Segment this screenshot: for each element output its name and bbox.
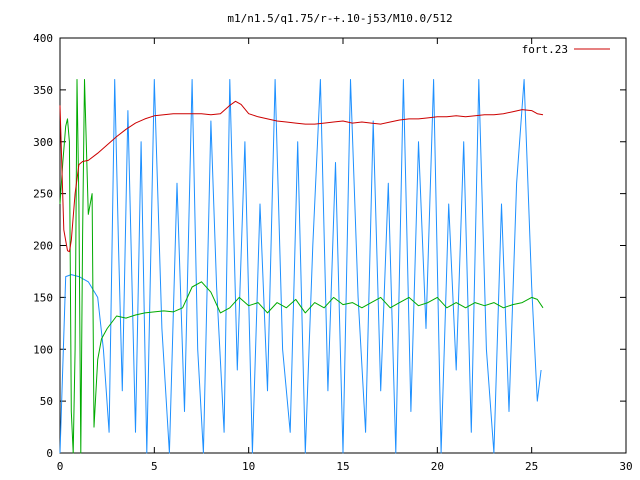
- x-tick-label: 30: [619, 460, 632, 473]
- y-tick-label: 150: [33, 291, 53, 304]
- y-tick-label: 100: [33, 343, 53, 356]
- series-line-0: [59, 100, 544, 253]
- y-tick-label: 400: [33, 32, 53, 45]
- x-tick-label: 5: [151, 460, 158, 473]
- y-tick-label: 0: [46, 447, 53, 460]
- y-tick-label: 50: [40, 395, 53, 408]
- x-tick-label: 0: [57, 460, 64, 473]
- plot-frame: [59, 37, 627, 454]
- legend-label: fort.23: [522, 43, 568, 56]
- x-tick-label: 25: [525, 460, 538, 473]
- y-axis: 0 50 100 150 200 250 300 350 400: [33, 32, 626, 460]
- x-tick-label: 15: [336, 460, 349, 473]
- series-line-1: [59, 79, 544, 454]
- y-tick-label: 200: [33, 240, 53, 253]
- series-layer: [59, 79, 544, 454]
- y-tick-label: 350: [33, 84, 53, 97]
- x-tick-label: 20: [431, 460, 444, 473]
- x-tick-label: 10: [242, 460, 255, 473]
- legend: fort.23: [522, 43, 610, 56]
- y-tick-label: 250: [33, 188, 53, 201]
- chart-title: m1/n1.5/q1.75/r-+.10-j53/M10.0/512: [227, 12, 452, 25]
- series-line-2: [59, 79, 542, 454]
- y-tick-label: 300: [33, 136, 53, 149]
- x-axis: 0 5 10 15 20 25 30: [57, 38, 633, 473]
